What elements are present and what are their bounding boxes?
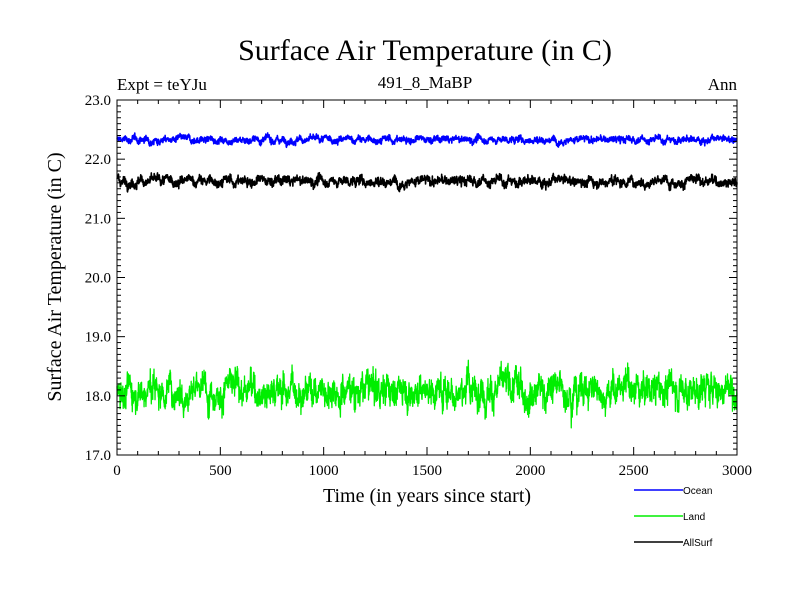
x-tick-label: 2500 [619,463,649,479]
series-line-land [116,359,738,429]
chart-title: Surface Air Temperature (in C) [238,34,612,67]
x-tick-label: 2000 [515,463,545,479]
y-tick-label: 20.0 [85,271,111,287]
series-layer [116,132,738,429]
x-tick-label: 1000 [309,463,339,479]
x-axis-ticks: 0 500 1000 1500 2000 2500 3000 [113,100,752,479]
x-tick-label: 0 [113,463,121,479]
season-label: Ann [708,75,738,94]
x-tick-label: 3000 [722,463,752,479]
x-tick-label: 1500 [412,463,442,479]
y-tick-label: 18.0 [85,389,111,405]
x-tick-label: 500 [209,463,232,479]
y-axis-ticks: 17.0 18.0 19.0 20.0 21.0 22.0 23.0 [85,93,737,464]
x-axis-label: Time (in years since start) [323,485,531,507]
chart-subtitle: 491_8_MaBP [378,73,472,92]
y-axis-label: Surface Air Temperature (in C) [44,152,66,401]
y-tick-label: 22.0 [85,152,111,168]
legend: Ocean Land AllSurf [634,486,713,549]
y-tick-label: 19.0 [85,330,111,346]
legend-label-allsurf: AllSurf [683,538,713,549]
experiment-label: Expt = teYJu [117,75,207,94]
series-line-allsurf [116,171,738,193]
y-tick-label: 21.0 [85,211,111,227]
legend-label-land: Land [683,512,705,523]
y-tick-label: 17.0 [85,448,111,464]
series-line-ocean [116,132,738,149]
y-tick-label: 23.0 [85,93,111,109]
legend-label-ocean: Ocean [683,486,712,497]
